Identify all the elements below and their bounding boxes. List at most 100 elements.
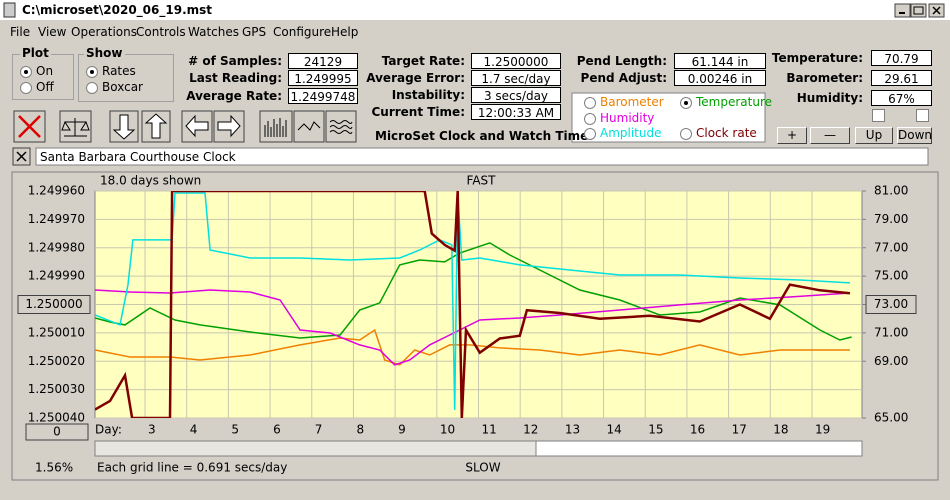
icon [61, 118, 90, 137]
clock-name: Santa Barbara Courthouse Clock [40, 150, 236, 164]
menu-item[interactable]: View [38, 25, 67, 39]
y2-tick-label: 79.00 [874, 212, 908, 226]
radio-label: Off [36, 80, 54, 94]
menu-item[interactable]: Configure [273, 25, 332, 39]
checkbox[interactable] [916, 109, 929, 122]
radio-dot [684, 101, 688, 105]
menu-item[interactable]: Operations [71, 25, 137, 39]
field-label: Pend Adjust: [580, 71, 667, 85]
menu-item[interactable]: Watches [188, 25, 239, 39]
button[interactable]: + [777, 127, 807, 144]
y-tick-label: 1.250000 [25, 297, 82, 311]
title-bar [0, 0, 950, 20]
x-tick-label: 3 [148, 423, 156, 437]
minimize-button[interactable] [894, 3, 911, 18]
icon [932, 6, 941, 15]
scroll-thumb[interactable] [535, 440, 863, 457]
icon [144, 113, 168, 139]
menu-item[interactable]: Controls [136, 25, 186, 39]
line-button[interactable] [293, 110, 325, 143]
field-value: 67% [871, 90, 932, 106]
x-tick-label: 15 [648, 423, 663, 437]
radio[interactable] [584, 97, 596, 109]
icon [18, 115, 41, 138]
series-line [95, 328, 850, 366]
field-value: 3 secs/day [471, 87, 561, 103]
field-value: 1.249995 [288, 70, 358, 86]
field-value: 61.144 in [674, 53, 766, 69]
field-label: Average Rate: [186, 89, 282, 103]
field-value: 1.7 sec/day [471, 70, 561, 86]
field-label: # of Samples: [188, 54, 282, 68]
top-label: FAST [467, 174, 497, 188]
field-label: Humidity: [796, 91, 863, 105]
field-value: 70.79 [871, 50, 932, 66]
x-tick-label: 7 [315, 423, 323, 437]
series-line [95, 289, 850, 366]
field-value: 0.00246 in [674, 70, 766, 86]
field-label: Barometer: [786, 71, 863, 85]
icon [329, 120, 353, 134]
menu-item[interactable]: File [10, 25, 31, 39]
radio[interactable] [680, 128, 692, 140]
series-line [95, 242, 852, 341]
y-tick-label: 1.250040 [28, 411, 85, 425]
x-tick-label: 10 [440, 423, 455, 437]
button[interactable]: — [810, 127, 850, 144]
checkbox[interactable] [872, 109, 885, 122]
y-tick-label: 1.249960 [28, 184, 85, 198]
radio[interactable] [584, 128, 596, 140]
radio[interactable] [20, 82, 32, 94]
radio[interactable] [584, 113, 596, 125]
bottom-label: SLOW [465, 461, 500, 475]
radio-label: Rates [102, 64, 136, 78]
y-tick-label: 1.250020 [28, 354, 85, 368]
x-tick-label: 5 [231, 423, 239, 437]
button[interactable]: Up [855, 127, 893, 144]
y2-tick-label: 71.00 [874, 325, 908, 339]
field-label: Target Rate: [381, 54, 465, 68]
group-box [78, 54, 174, 102]
y2-tick-label: 75.00 [874, 269, 908, 283]
button[interactable]: Down [897, 127, 933, 144]
icon [217, 114, 241, 138]
window-title: C:\microset\2020_06_19.mst [22, 3, 213, 17]
x-tick-label: 14 [607, 423, 622, 437]
x-tick-label: 8 [356, 423, 364, 437]
field-value: 1.2500000 [471, 53, 561, 69]
series-line [95, 192, 850, 410]
scroll-button[interactable] [25, 423, 89, 441]
clock-name-box[interactable] [35, 147, 929, 166]
field-value: 1.2499748 [288, 88, 358, 104]
field-label: Temperature: [771, 51, 863, 65]
x-tick-label: 9 [398, 423, 406, 437]
grid-note: Each grid line = 0.691 secs/day [97, 461, 287, 475]
x-tick-label: 13 [565, 423, 580, 437]
field-label: Average Error: [366, 71, 465, 85]
menu-item[interactable]: Help [331, 25, 359, 39]
scroll-button-label: 0 [53, 425, 61, 439]
window-controls[interactable] [894, 3, 945, 18]
series-selector [571, 92, 766, 143]
app-icon [3, 2, 16, 18]
field-label: Instability: [391, 88, 465, 102]
field-label: Current Time: [371, 105, 465, 119]
radio-label: Boxcar [102, 80, 143, 94]
icon [913, 6, 924, 15]
y2-tick-label: 77.00 [874, 240, 908, 254]
menu-item[interactable]: GPS [242, 25, 267, 39]
x-tick-label: 12 [523, 423, 538, 437]
span-label: 18.0 days shown [100, 174, 201, 188]
y-tick-label: 1.249970 [28, 212, 85, 226]
group-title: Plot [20, 46, 51, 60]
y-tick-label: 1.249980 [28, 240, 85, 254]
radio[interactable] [86, 82, 98, 94]
y-tick-label: 1.249990 [28, 269, 85, 283]
field-value: 24129 [288, 53, 358, 69]
y-tick-button[interactable] [17, 295, 91, 314]
maximize-button[interactable] [910, 3, 927, 18]
y2-tick-button[interactable] [865, 295, 917, 314]
legend-item: Barometer [600, 95, 664, 109]
y2-tick-label: 69.00 [874, 354, 908, 368]
